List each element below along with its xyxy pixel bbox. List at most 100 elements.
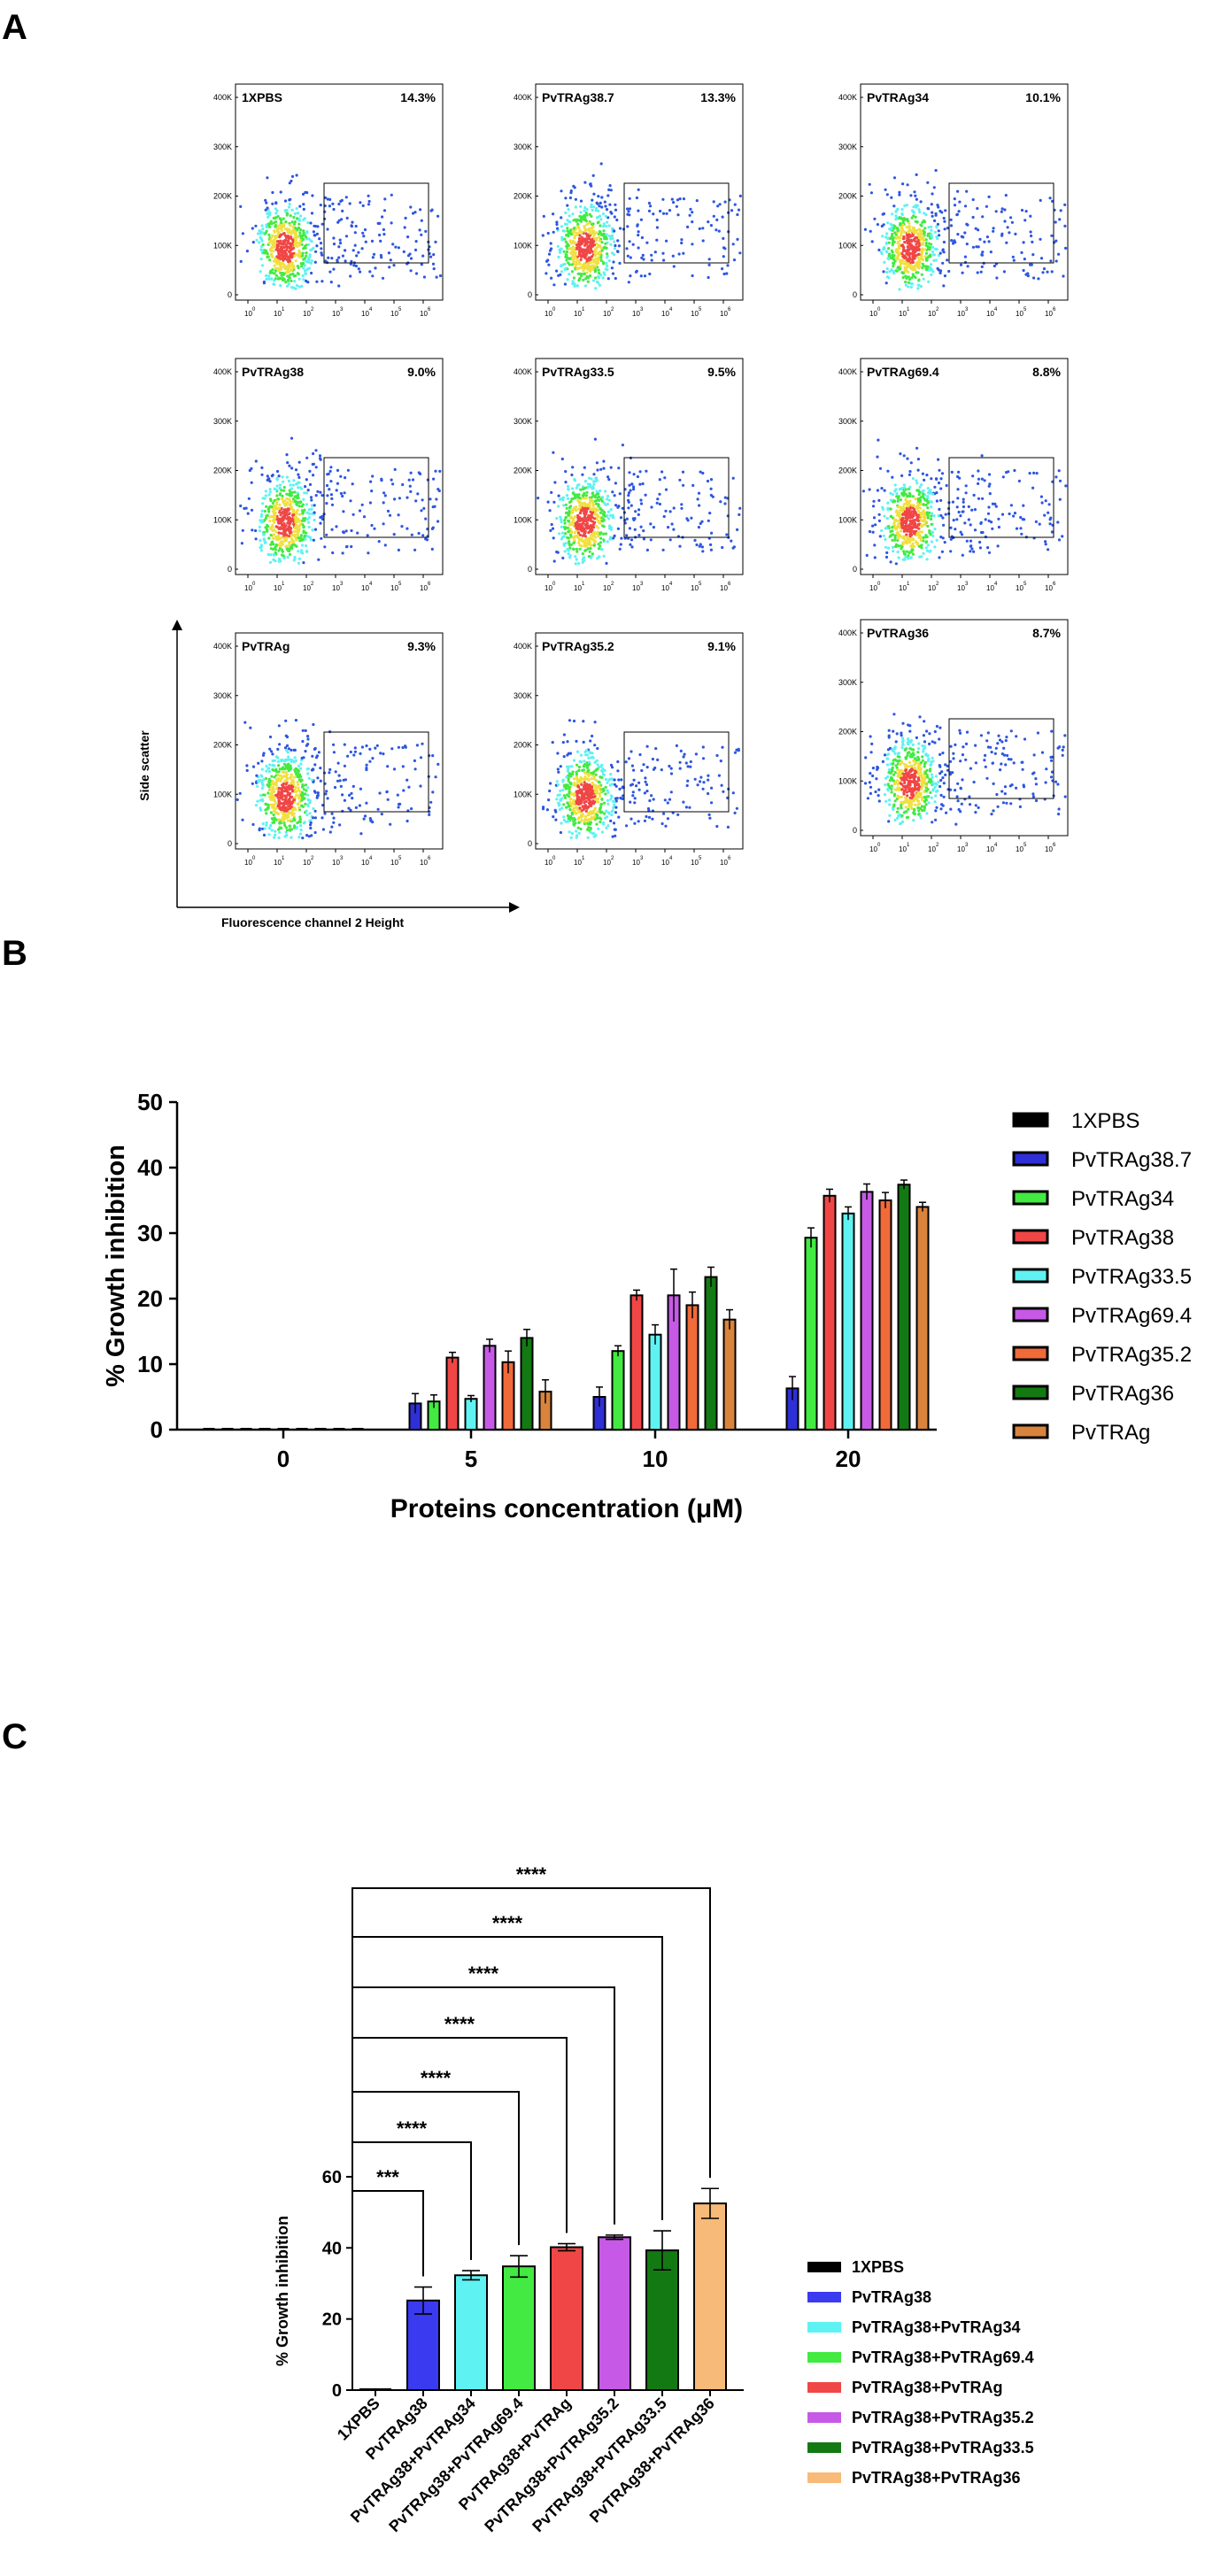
flow-event-dot (882, 534, 885, 537)
flow-event-dot (715, 228, 718, 232)
flow-event-dot (583, 540, 586, 544)
flow-event-dot (612, 260, 615, 264)
flow-event-dot (900, 208, 904, 212)
flow-event-dot (274, 818, 278, 821)
flow-event-dot (581, 525, 584, 528)
flow-event-dot (878, 467, 883, 470)
flow-event-dot (346, 468, 350, 472)
flow-event-dot (285, 497, 289, 500)
flow-event-dot (987, 195, 991, 198)
flow-event-dot (901, 220, 905, 223)
flow-event-dot (291, 483, 295, 487)
flow-event-dot (256, 799, 259, 803)
flow-event-dot (969, 523, 972, 527)
flow-event-dot (915, 262, 918, 266)
flow-event-dot (994, 505, 998, 508)
flow-event-dot (581, 534, 584, 537)
flow-event-dot (589, 517, 592, 521)
flow-x-tick-label: 10 (420, 310, 428, 318)
panel-label-a: A (2, 8, 27, 47)
flow-event-dot (319, 521, 322, 525)
flow-event-dot (272, 240, 275, 243)
flow-event-dot (275, 469, 280, 474)
flow-event-dot (726, 264, 730, 267)
flow-event-dot (699, 470, 702, 474)
flow-event-dot (637, 508, 641, 512)
flow-event-dot (955, 505, 959, 509)
flow-x-tick-label: 10 (1045, 310, 1053, 318)
flow-event-dot (599, 224, 602, 228)
flow-event-dot (562, 504, 566, 507)
flow-event-dot (272, 518, 275, 521)
flow-event-dot (338, 238, 342, 242)
flow-x-tick-label: 10 (957, 584, 965, 592)
flow-event-dot (325, 483, 329, 488)
flow-event-dot (291, 511, 295, 514)
flow-event-dot (586, 280, 590, 283)
flow-event-dot (593, 517, 597, 521)
flow-event-dot (288, 464, 291, 467)
flow-event-dot (928, 491, 931, 495)
flow-event-dot (269, 553, 273, 557)
flow-event-dot (582, 518, 585, 522)
flow-event-dot (649, 538, 653, 542)
flow-event-dot (930, 522, 933, 527)
flow-event-dot (890, 227, 893, 230)
flow-event-dot (277, 251, 281, 254)
flow-event-dot (289, 197, 292, 201)
flow-event-dot (591, 267, 595, 271)
flow-event-dot (616, 527, 621, 530)
flow-event-dot (357, 251, 360, 254)
flow-event-dot (409, 257, 413, 260)
flow-event-dot (908, 473, 911, 476)
flow-event-dot (892, 254, 895, 258)
flow-event-dot (908, 485, 912, 490)
flow-event-dot (271, 787, 274, 791)
flow-x-tick-exp: 2 (311, 582, 314, 587)
flow-event-dot (371, 821, 375, 824)
flow-event-dot (274, 274, 278, 277)
flow-event-dot (371, 757, 375, 760)
flow-event-dot (259, 774, 263, 777)
flow-event-dot (680, 506, 684, 510)
flow-event-dot (920, 273, 923, 276)
flow-event-dot (560, 525, 563, 528)
flow-event-dot (282, 266, 286, 269)
flow-event-dot (573, 242, 576, 245)
flow-event-dot (916, 458, 920, 461)
flow-event-dot (907, 554, 910, 558)
flow-event-dot (276, 245, 280, 249)
flow-event-dot (885, 251, 889, 254)
flow-event-dot (908, 526, 912, 529)
flow-event-dot (970, 547, 974, 551)
flow-event-dot (883, 489, 886, 492)
flow-event-dot (282, 514, 286, 518)
flow-event-dot (299, 762, 303, 766)
flow-event-dot (280, 257, 283, 260)
flow-event-dot (438, 274, 443, 278)
flow-event-dot (723, 502, 727, 505)
flow-event-dot (972, 493, 976, 497)
flow-event-dot (305, 191, 309, 195)
flow-event-dot (932, 186, 936, 189)
flow-event-dot (297, 764, 301, 768)
flow-event-dot (254, 224, 258, 228)
flow-x-tick-exp: 0 (552, 307, 556, 312)
flow-event-dot (597, 282, 600, 285)
flow-event-dot (664, 488, 668, 491)
flow-event-dot (1040, 501, 1044, 505)
flow-event-dot (301, 274, 305, 278)
flow-event-dot (301, 254, 305, 258)
flow-event-dot (707, 220, 710, 224)
flow-event-dot (239, 504, 243, 508)
flow-event-dot (621, 506, 624, 510)
flow-event-dot (278, 521, 282, 525)
flow-event-dot (658, 478, 661, 482)
flow-event-dot (882, 223, 885, 227)
flow-event-dot (306, 772, 310, 775)
flow-x-tick-exp: 3 (340, 307, 344, 312)
flow-event-dot (351, 482, 354, 486)
flow-event-dot (722, 272, 726, 276)
flow-event-dot (389, 258, 392, 262)
